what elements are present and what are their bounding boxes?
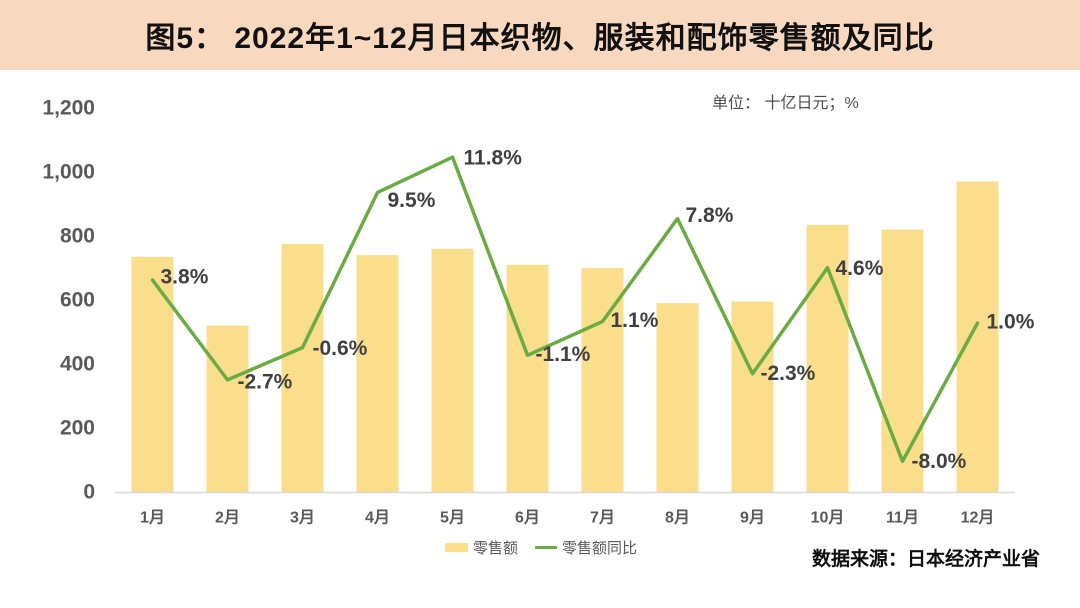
bar-6月	[506, 264, 549, 492]
data-label-5月: 11.8%	[464, 147, 523, 170]
legend-line-label: 零售额同比	[562, 540, 638, 557]
bar-8月	[656, 303, 699, 492]
legend-line-swatch-icon	[535, 546, 558, 549]
data-label-1月: 3.8%	[161, 266, 209, 289]
data-label-2月: -2.7%	[238, 370, 293, 393]
data-label-11月: -8.0%	[912, 450, 967, 473]
data-label-9月: -2.3%	[761, 362, 816, 385]
y-axis-tick-label: 400	[60, 353, 95, 376]
legend: 零售额 零售额同比	[445, 537, 637, 558]
x-axis-label-5月: 5月	[440, 508, 465, 526]
chart-title-band: 图5： 2022年1~12月日本织物、服装和配饰零售额及同比	[0, 0, 1080, 70]
data-label-8月: 7.8%	[686, 204, 734, 227]
legend-bar-label: 零售额	[473, 540, 519, 557]
bar-5月	[431, 248, 474, 492]
y-axis-tick-label: 200	[60, 417, 95, 440]
y-axis-tick-label: 1,200	[42, 97, 95, 120]
x-axis-label-3月: 3月	[290, 508, 315, 526]
data-label-7月: 1.1%	[611, 309, 659, 332]
legend-bar-swatch-icon	[445, 543, 468, 552]
y-axis-tick-label: 600	[60, 289, 95, 312]
x-axis-label-11月: 11月	[886, 508, 919, 526]
bar-1月	[131, 256, 174, 492]
bar-9月	[731, 301, 774, 492]
bar-2月	[206, 325, 249, 492]
y-axis-tick-label: 0	[83, 481, 95, 504]
x-axis-label-8月: 8月	[665, 508, 690, 526]
bar-4月	[356, 255, 399, 492]
x-axis-label-2月: 2月	[215, 508, 240, 526]
data-label-12月: 1.0%	[987, 311, 1035, 334]
y-axis-tick-label: 800	[60, 225, 95, 248]
y-axis-tick-label: 1,000	[42, 161, 95, 184]
data-label-3月: -0.6%	[313, 337, 368, 360]
data-label-10月: 4.6%	[836, 257, 884, 280]
bar-3月	[281, 244, 324, 492]
x-axis-label-10月: 10月	[811, 508, 845, 526]
x-axis-label-7月: 7月	[590, 508, 615, 526]
bar-12月	[956, 181, 999, 492]
bar-7月	[581, 268, 624, 492]
x-axis-label-9月: 9月	[740, 508, 765, 526]
data-label-4月: 9.5%	[388, 189, 436, 212]
source-label: 数据来源：日本经济产业省	[811, 549, 1040, 570]
unit-label: 单位： 十亿日元；%	[712, 95, 859, 112]
x-axis-label-1月: 1月	[140, 508, 165, 526]
data-label-6月: -1.1%	[536, 343, 591, 366]
x-axis-label-12月: 12月	[961, 508, 995, 526]
x-axis-label-4月: 4月	[365, 508, 390, 526]
yoy-line	[150, 155, 980, 464]
bar-11月	[881, 229, 924, 492]
chart-title: 图5： 2022年1~12月日本织物、服装和配饰零售额及同比	[145, 22, 935, 55]
x-axis-label-6月: 6月	[515, 508, 540, 526]
